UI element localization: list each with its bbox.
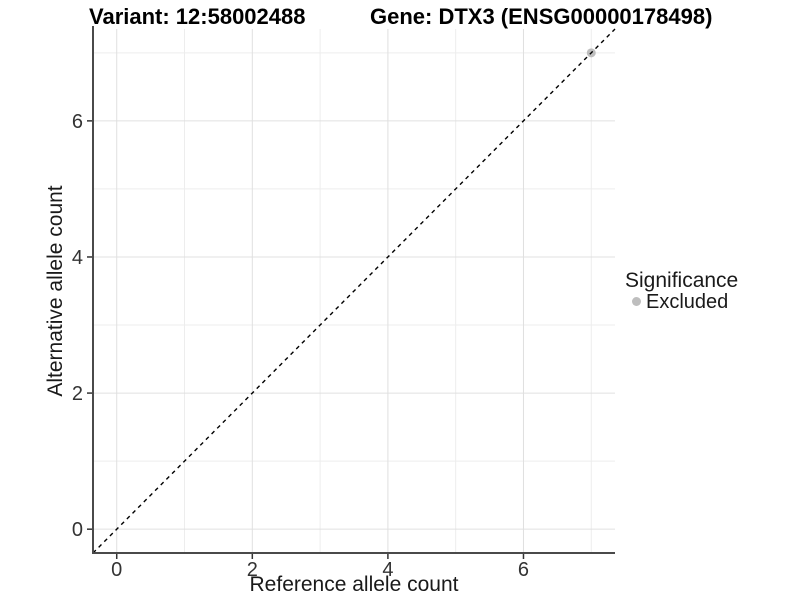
legend-item-excluded: Excluded	[646, 291, 729, 313]
y-tick-label: 2	[72, 383, 83, 405]
y-axis-title: Alternative allele count	[44, 185, 67, 397]
plot-title-variant: Variant: 12:58002488	[89, 4, 306, 29]
legend-title: Significance	[625, 269, 739, 292]
x-tick-label: 4	[382, 559, 393, 581]
legend-excluded-dot-icon	[632, 297, 641, 306]
identity-line	[92, 28, 616, 554]
y-tick-label: 6	[72, 111, 83, 133]
y-tick-label: 0	[72, 519, 83, 541]
x-axis-title: Reference allele count	[249, 573, 459, 596]
x-tick-label: 6	[518, 559, 529, 581]
x-tick-label: 0	[111, 559, 122, 581]
plot-title-gene: Gene: DTX3 (ENSG00000178498)	[370, 4, 713, 29]
plot-title: Variant: 12:58002488 Gene: DTX3 (ENSG000…	[0, 4, 800, 30]
x-tick-label: 2	[247, 559, 258, 581]
y-tick-label: 4	[72, 247, 83, 269]
